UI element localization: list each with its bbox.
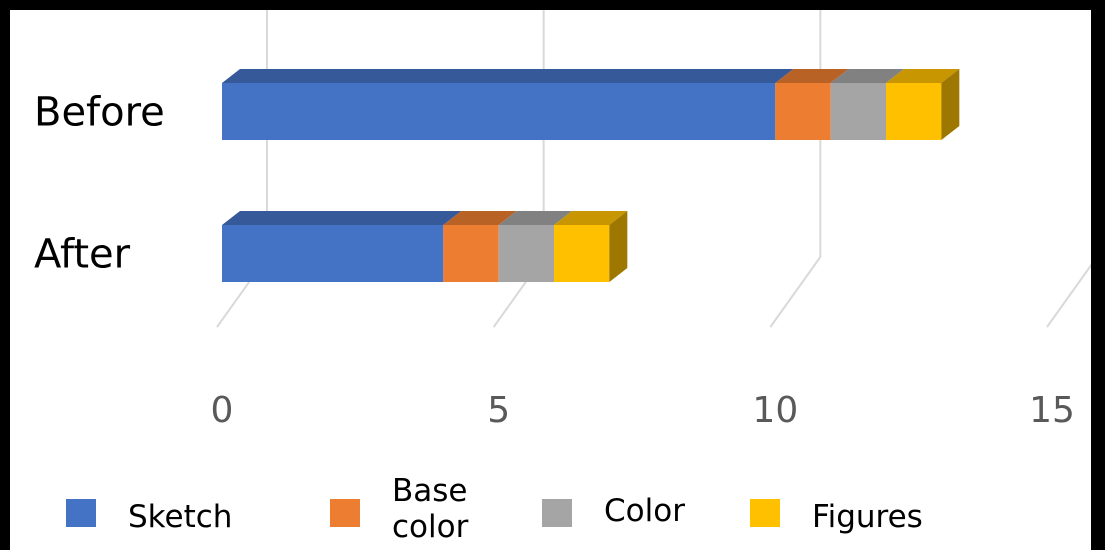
bar-front-face	[830, 83, 886, 140]
bar-front-face	[443, 225, 499, 282]
legend-item-figures: Figures	[750, 499, 923, 535]
bar-side-face	[609, 211, 628, 282]
bar-segment-figures-after	[554, 211, 628, 282]
bar-front-face	[554, 225, 610, 282]
bar-top-face	[554, 211, 628, 225]
category-labels: Before After	[34, 90, 165, 278]
bar-top-face	[222, 69, 794, 83]
bar-top-face	[830, 69, 904, 83]
bar-top-face	[222, 211, 462, 225]
bar-top-face	[886, 69, 960, 83]
bar-top-face	[443, 211, 517, 225]
stacked-bar-chart: Before After 0 5 10 15 Sketch Base color Color F…	[34, 10, 1091, 545]
legend-item-base-color: Base color	[330, 473, 469, 545]
legend-swatch	[750, 499, 780, 527]
bar-front-face	[775, 83, 831, 140]
bar-top-face	[498, 211, 572, 225]
category-label-after: After	[34, 232, 131, 278]
bar-segment-base-color-before	[775, 69, 849, 140]
x-tick-label: 10	[752, 390, 798, 431]
bars	[222, 69, 960, 282]
bar-segment-sketch-after	[222, 211, 462, 282]
x-tick-label: 0	[211, 390, 234, 431]
bar-front-face	[222, 225, 444, 282]
x-axis-ticks: 0 5 10 15	[211, 390, 1075, 431]
gridline-floor	[769, 256, 822, 328]
legend: Sketch Base color Color Figures	[66, 473, 923, 545]
x-tick-label: 15	[1029, 390, 1075, 431]
legend-label: Figures	[812, 499, 923, 535]
legend-swatch	[330, 499, 360, 527]
bar-segment-base-color-after	[443, 211, 517, 282]
legend-label: Sketch	[128, 499, 232, 535]
bar-front-face	[498, 225, 554, 282]
bar-segment-sketch-before	[222, 69, 794, 140]
bar-segment-color-after	[498, 211, 572, 282]
bar-side-face	[941, 69, 960, 140]
x-tick-label: 5	[487, 390, 510, 431]
legend-swatch	[66, 499, 96, 527]
chart-frame: Before After 0 5 10 15 Sketch Base color Color F…	[10, 10, 1091, 550]
legend-label: Base color	[392, 473, 469, 545]
gridline-floor	[1046, 263, 1091, 328]
bar-front-face	[886, 83, 942, 140]
legend-swatch	[542, 499, 572, 527]
bar-segment-figures-before	[886, 69, 960, 140]
legend-item-color: Color	[542, 493, 685, 529]
legend-item-sketch: Sketch	[66, 499, 232, 535]
legend-label: Color	[604, 493, 685, 529]
bar-front-face	[222, 83, 776, 140]
bar-segment-color-before	[830, 69, 904, 140]
bar-top-face	[775, 69, 849, 83]
category-label-before: Before	[34, 90, 165, 136]
